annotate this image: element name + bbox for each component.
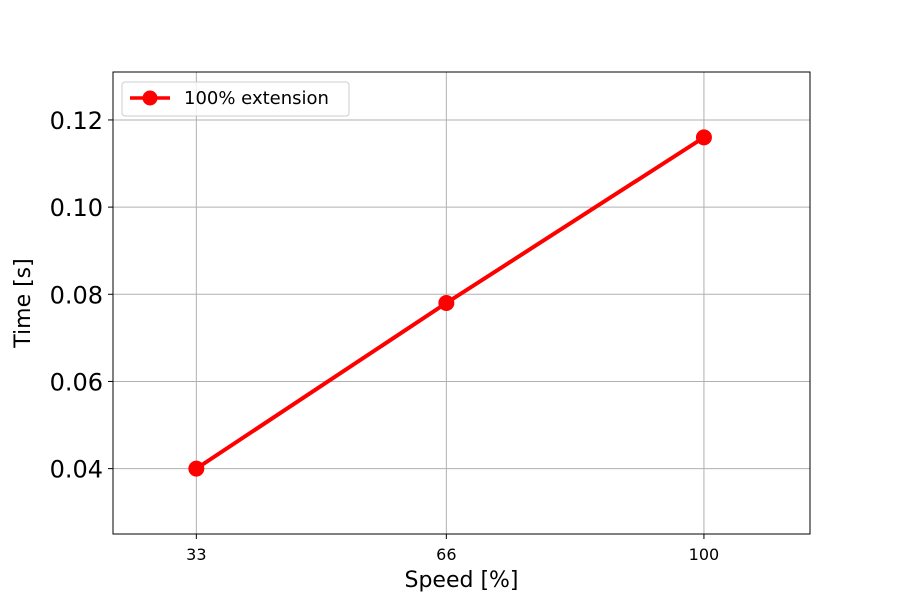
legend-box xyxy=(121,81,350,117)
data-point xyxy=(695,129,712,146)
ticks: 33 66 100 0.04 0.06 0.08 0.10 0.12 xyxy=(50,107,720,564)
y-tick-label: 0.12 xyxy=(50,107,103,135)
y-tick-label: 0.08 xyxy=(50,281,103,309)
series-layer xyxy=(188,129,712,477)
y-tick-label: 0.10 xyxy=(50,194,103,222)
data-point xyxy=(438,295,455,311)
y-axis-label: Time [s] xyxy=(11,258,36,348)
x-tick-label: 100 xyxy=(689,545,720,564)
x-tick-label: 33 xyxy=(186,545,206,564)
x-tick-label: 66 xyxy=(436,545,456,564)
legend-marker xyxy=(142,90,158,106)
data-point xyxy=(188,460,205,477)
y-tick-label: 0.06 xyxy=(50,368,103,396)
plot-frame xyxy=(112,71,811,535)
x-axis-label: Speed [%] xyxy=(404,568,518,593)
legend: 100% extension xyxy=(121,81,350,117)
y-tick-label: 0.04 xyxy=(50,456,103,484)
legend-label: 100% extension xyxy=(184,88,329,109)
